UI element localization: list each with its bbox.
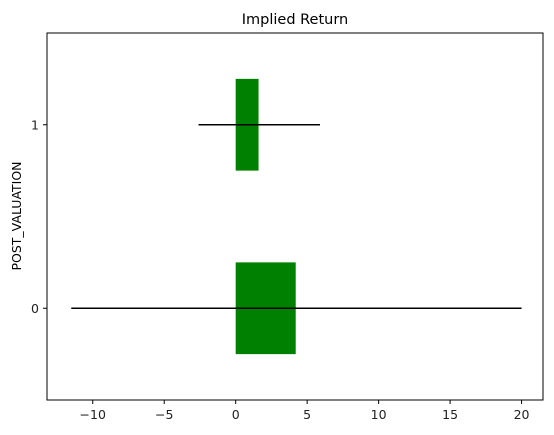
x-tick-label: −10 bbox=[80, 407, 106, 422]
x-tick-label: 20 bbox=[514, 407, 530, 422]
x-tick-label: 5 bbox=[303, 407, 311, 422]
x-tick-label: 0 bbox=[232, 407, 240, 422]
x-tick-label: 15 bbox=[442, 407, 458, 422]
chart-title: Implied Return bbox=[242, 12, 349, 28]
tick-layer: −10 −5 0 5 10 15 20 0 1 bbox=[31, 117, 530, 422]
x-tick-label: −5 bbox=[155, 407, 173, 422]
axes-frame bbox=[46, 32, 544, 401]
y-axis-label: POST_VALUATION bbox=[9, 161, 24, 270]
y-tick-label: 1 bbox=[31, 117, 39, 132]
plot-area bbox=[71, 78, 522, 355]
x-tick-label: 10 bbox=[371, 407, 387, 422]
y-tick-label: 0 bbox=[31, 301, 39, 316]
